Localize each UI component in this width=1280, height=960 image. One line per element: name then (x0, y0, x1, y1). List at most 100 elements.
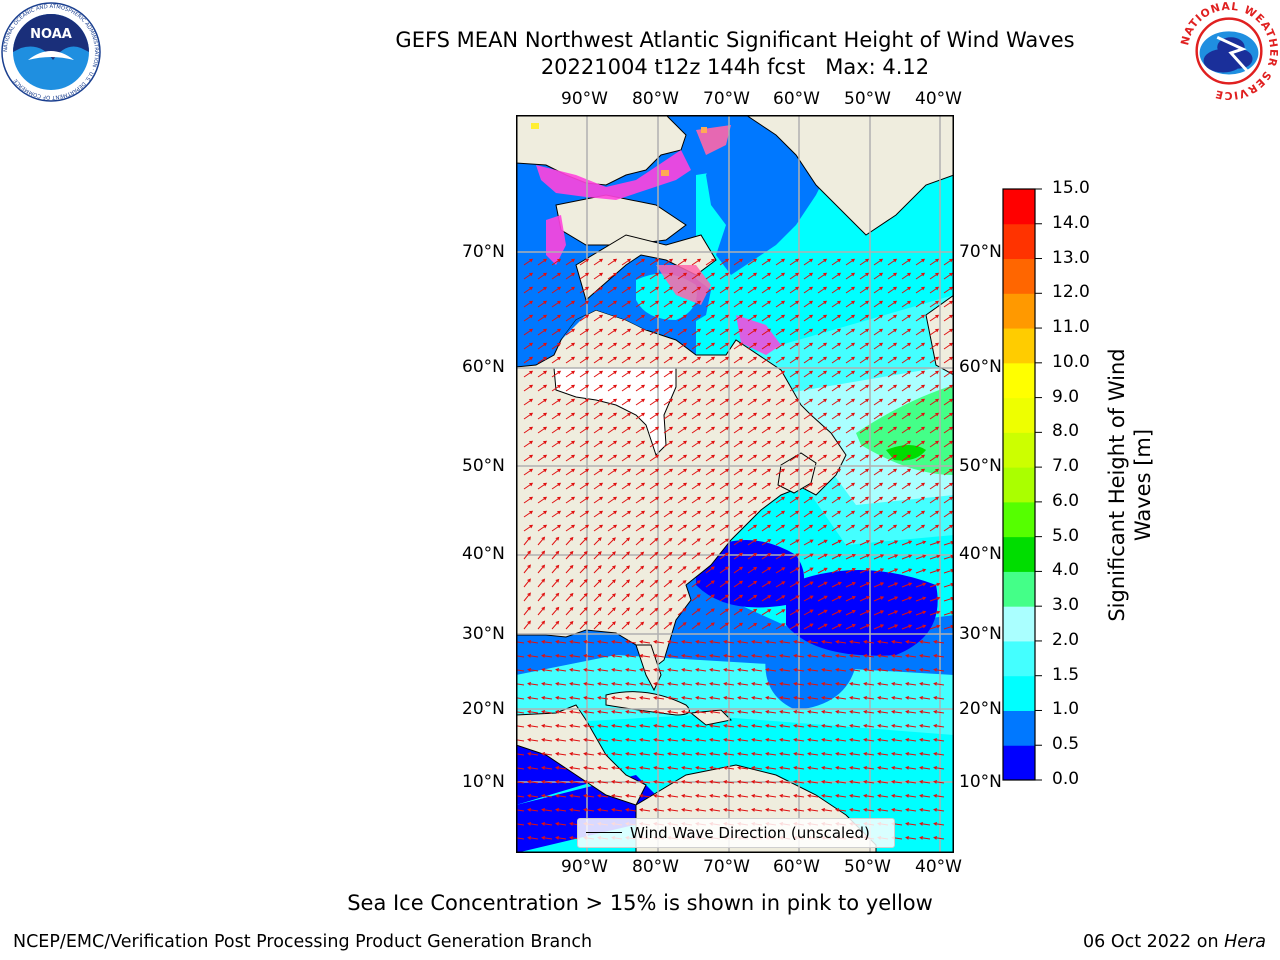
wave-direction-arrow (803, 553, 814, 560)
wave-direction-arrow (863, 794, 875, 798)
wave-direction-arrow (891, 696, 903, 700)
wave-direction-arrow (779, 808, 791, 812)
wave-direction-arrow (593, 440, 604, 448)
wave-direction-arrow (625, 668, 637, 672)
wave-direction-arrow (761, 609, 772, 616)
wave-direction-arrow (705, 580, 715, 588)
wave-direction-arrow (733, 468, 744, 476)
wave-direction-arrow (663, 551, 673, 560)
wave-direction-arrow (719, 342, 730, 350)
wave-direction-arrow (775, 384, 786, 392)
nws-logo: NATIONAL WEATHER SERVICE (1180, 2, 1278, 100)
colorbar-tick-label-2: 1.0 (1052, 699, 1080, 720)
lon-label-top-60w: 60°W (773, 89, 820, 109)
wave-direction-arrow (523, 482, 534, 490)
wave-direction-arrow (653, 794, 665, 798)
wave-direction-arrow (551, 496, 562, 504)
wave-direction-arrow (915, 314, 926, 322)
wave-direction-arrow (831, 286, 842, 294)
wave-direction-arrow (733, 412, 744, 420)
wave-direction-arrow (719, 272, 730, 280)
wave-direction-arrow (621, 607, 631, 616)
wave-direction-arrow (905, 752, 917, 756)
colorbar-cell-4 (1003, 606, 1035, 642)
wave-direction-arrow (691, 258, 702, 266)
wave-direction-arrow (621, 551, 631, 560)
wave-direction-arrow (597, 682, 609, 686)
wave-direction-arrow (803, 609, 814, 616)
wave-direction-arrow (653, 640, 665, 644)
wave-direction-arrow (653, 766, 665, 770)
lat-label-left-30n: 30°N (462, 624, 505, 644)
wave-direction-arrow (807, 794, 819, 798)
wave-direction-arrow (849, 654, 861, 658)
wave-direction-arrow (789, 370, 800, 378)
wave-direction-arrow (691, 580, 701, 588)
wave-direction-arrow (565, 398, 576, 406)
wave-direction-arrow (555, 696, 567, 700)
wave-direction-arrow (719, 300, 730, 308)
wave-direction-arrow (873, 510, 884, 518)
wave-direction-arrow (887, 454, 898, 462)
wave-direction-arrow (611, 738, 623, 742)
wave-direction-arrow (779, 752, 791, 756)
wave-direction-arrow (831, 258, 842, 266)
wave-direction-arrow (887, 610, 899, 616)
wave-direction-arrow (873, 412, 884, 420)
wave-direction-arrow (649, 384, 660, 392)
wave-direction-arrow (905, 794, 917, 798)
wave-direction-arrow (803, 384, 814, 392)
wave-direction-arrow (929, 468, 940, 476)
wave-direction-arrow (859, 454, 870, 462)
noaa-logo: NATIONAL OCEANIC AND ATMOSPHERIC ADMINIS… (1, 2, 101, 102)
wave-direction-arrow (537, 536, 546, 546)
wave-direction-arrow (583, 780, 595, 784)
wave-direction-arrow (593, 370, 604, 378)
wave-direction-arrow (705, 566, 715, 574)
wave-direction-arrow (607, 593, 616, 602)
wave-direction-arrow (915, 496, 926, 504)
wave-direction-arrow (691, 482, 702, 490)
wave-direction-arrow (863, 696, 875, 700)
wave-direction-arrow (733, 566, 744, 574)
wave-direction-arrow (667, 668, 679, 672)
wave-direction-arrow (817, 581, 828, 588)
wave-direction-arrow (593, 300, 604, 308)
wave-direction-arrow (877, 808, 889, 812)
wave-direction-arrow (621, 621, 631, 630)
wave-direction-arrow (933, 710, 945, 714)
wave-direction-arrow (761, 623, 772, 630)
wave-direction-arrow (527, 808, 539, 812)
wave-direction-arrow (621, 579, 631, 588)
wave-direction-arrow (611, 752, 623, 756)
wave-direction-arrow (793, 780, 805, 784)
wave-direction-arrow (649, 593, 659, 602)
lon-label-top-80w: 80°W (632, 89, 679, 109)
wave-direction-arrow (919, 780, 931, 784)
wave-direction-arrow (527, 724, 539, 728)
wave-direction-arrow (579, 496, 590, 504)
map-legend: Wind Wave Direction (unscaled) (577, 818, 895, 848)
wave-direction-arrow (747, 468, 758, 476)
wave-direction-arrow (677, 468, 688, 476)
wave-direction-arrow (523, 496, 534, 504)
wave-zone-3-4m (856, 385, 954, 475)
wave-direction-arrow (733, 454, 744, 462)
wave-direction-arrow (516, 724, 525, 728)
wave-direction-arrow (607, 496, 618, 504)
wave-direction-arrow (565, 468, 576, 476)
wave-direction-arrow (621, 426, 632, 434)
wave-direction-arrow (821, 640, 833, 644)
wave-direction-arrow (901, 286, 912, 294)
wave-direction-arrow (723, 640, 735, 644)
wave-direction-arrow (775, 468, 786, 476)
wave-direction-arrow (803, 258, 814, 266)
wave-direction-arrow (516, 696, 525, 700)
lat-label-left-10n: 10°N (462, 772, 505, 792)
wave-direction-arrow (621, 468, 632, 476)
wave-direction-arrow (915, 384, 926, 392)
wave-direction-arrow (663, 272, 674, 280)
wave-direction-arrow (621, 510, 632, 518)
wave-direction-arrow (919, 752, 931, 756)
wave-direction-arrow (709, 682, 721, 686)
